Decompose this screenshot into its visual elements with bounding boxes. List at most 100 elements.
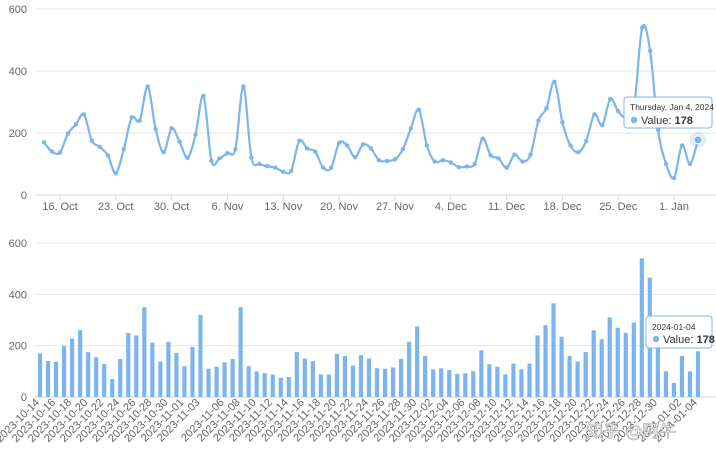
data-point[interactable] bbox=[448, 160, 453, 165]
bar[interactable] bbox=[278, 377, 283, 397]
data-point[interactable] bbox=[73, 122, 79, 127]
data-point[interactable] bbox=[671, 175, 677, 181]
bar[interactable] bbox=[390, 367, 396, 397]
bar[interactable] bbox=[262, 373, 267, 397]
bar[interactable] bbox=[382, 368, 388, 397]
bar[interactable] bbox=[439, 368, 444, 397]
data-point[interactable] bbox=[576, 150, 581, 155]
data-point[interactable] bbox=[472, 161, 477, 167]
bar[interactable] bbox=[503, 374, 508, 397]
bar[interactable] bbox=[415, 326, 420, 397]
data-point[interactable] bbox=[49, 149, 55, 154]
data-point[interactable] bbox=[328, 165, 334, 170]
bar[interactable] bbox=[86, 352, 91, 397]
data-point[interactable] bbox=[440, 158, 445, 163]
data-point[interactable] bbox=[241, 84, 246, 89]
data-point[interactable] bbox=[687, 161, 693, 167]
bar[interactable] bbox=[535, 335, 540, 397]
data-point[interactable] bbox=[568, 143, 573, 148]
bar[interactable] bbox=[599, 339, 604, 397]
data-point[interactable] bbox=[488, 153, 493, 158]
data-point[interactable] bbox=[560, 119, 565, 125]
data-point[interactable] bbox=[616, 109, 621, 114]
data-point[interactable] bbox=[512, 152, 517, 157]
bar[interactable] bbox=[302, 358, 307, 398]
data-point[interactable] bbox=[233, 146, 238, 152]
data-point[interactable] bbox=[424, 143, 430, 148]
bar[interactable] bbox=[254, 371, 259, 397]
data-point[interactable] bbox=[520, 159, 525, 164]
bar[interactable] bbox=[527, 363, 532, 397]
bar[interactable] bbox=[631, 322, 636, 397]
bar[interactable] bbox=[238, 307, 243, 397]
data-point[interactable] bbox=[57, 150, 63, 155]
bar[interactable] bbox=[318, 374, 323, 397]
data-point[interactable] bbox=[281, 169, 286, 174]
data-point[interactable] bbox=[201, 93, 206, 99]
data-point[interactable] bbox=[273, 165, 278, 170]
data-point[interactable] bbox=[480, 136, 485, 141]
bar[interactable] bbox=[607, 317, 612, 397]
data-point[interactable] bbox=[161, 150, 166, 155]
data-point[interactable] bbox=[209, 158, 214, 164]
data-point[interactable] bbox=[360, 142, 366, 147]
bar[interactable] bbox=[158, 361, 163, 397]
data-point[interactable] bbox=[368, 146, 374, 151]
bar[interactable] bbox=[407, 341, 412, 397]
data-point[interactable] bbox=[217, 156, 222, 161]
data-point[interactable] bbox=[392, 157, 398, 162]
data-point[interactable] bbox=[97, 144, 103, 150]
data-point[interactable] bbox=[408, 126, 414, 131]
bar[interactable] bbox=[214, 366, 219, 397]
bar[interactable] bbox=[150, 342, 155, 397]
data-point[interactable] bbox=[552, 79, 557, 85]
data-point[interactable] bbox=[177, 139, 182, 144]
bar[interactable] bbox=[615, 327, 620, 397]
data-point[interactable] bbox=[432, 159, 438, 164]
bar[interactable] bbox=[358, 355, 364, 397]
bar[interactable] bbox=[310, 361, 315, 397]
data-point[interactable] bbox=[193, 132, 198, 137]
data-point[interactable] bbox=[145, 84, 150, 89]
bar[interactable] bbox=[198, 314, 203, 397]
bar[interactable] bbox=[61, 346, 67, 397]
data-point[interactable] bbox=[257, 161, 262, 167]
data-point[interactable] bbox=[608, 96, 613, 102]
data-point[interactable] bbox=[225, 150, 230, 156]
bar[interactable] bbox=[350, 365, 356, 397]
data-point[interactable] bbox=[639, 25, 645, 30]
bar[interactable] bbox=[519, 369, 524, 397]
data-point[interactable] bbox=[336, 140, 342, 146]
bar[interactable] bbox=[479, 350, 484, 397]
bar[interactable] bbox=[342, 355, 348, 397]
bar[interactable] bbox=[134, 335, 139, 397]
data-point[interactable] bbox=[89, 138, 95, 143]
bar[interactable] bbox=[623, 332, 628, 397]
bar[interactable] bbox=[190, 346, 195, 397]
data-point[interactable] bbox=[113, 171, 118, 176]
data-point[interactable] bbox=[297, 138, 302, 143]
bar[interactable] bbox=[399, 359, 404, 397]
bar[interactable] bbox=[487, 364, 492, 397]
data-point[interactable] bbox=[249, 155, 254, 160]
data-point[interactable] bbox=[400, 146, 406, 152]
data-point[interactable] bbox=[129, 115, 134, 120]
bar[interactable] bbox=[591, 330, 596, 397]
data-point[interactable] bbox=[121, 146, 126, 152]
bar[interactable] bbox=[118, 359, 123, 397]
data-point[interactable] bbox=[352, 154, 358, 160]
bar[interactable] bbox=[463, 373, 468, 397]
data-point[interactable] bbox=[647, 48, 653, 54]
bar[interactable] bbox=[174, 352, 179, 397]
bar[interactable] bbox=[543, 325, 548, 397]
bar[interactable] bbox=[663, 371, 668, 397]
bar[interactable] bbox=[286, 376, 291, 397]
data-point[interactable] bbox=[137, 118, 142, 123]
bar[interactable] bbox=[246, 366, 251, 397]
data-point[interactable] bbox=[185, 155, 190, 160]
bar[interactable] bbox=[423, 355, 428, 397]
data-point[interactable] bbox=[496, 156, 501, 161]
data-point[interactable] bbox=[265, 163, 270, 169]
data-point[interactable] bbox=[464, 164, 469, 169]
data-point[interactable] bbox=[679, 143, 685, 148]
